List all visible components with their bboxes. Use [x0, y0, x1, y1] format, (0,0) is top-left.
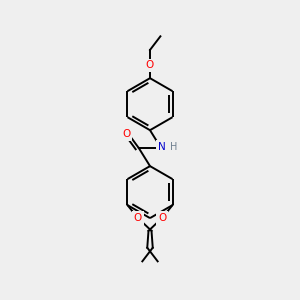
Text: O: O [158, 213, 166, 223]
Text: O: O [134, 213, 142, 223]
Text: N: N [158, 142, 166, 152]
Text: H: H [170, 142, 178, 152]
Text: O: O [122, 129, 130, 139]
Text: O: O [146, 60, 154, 70]
